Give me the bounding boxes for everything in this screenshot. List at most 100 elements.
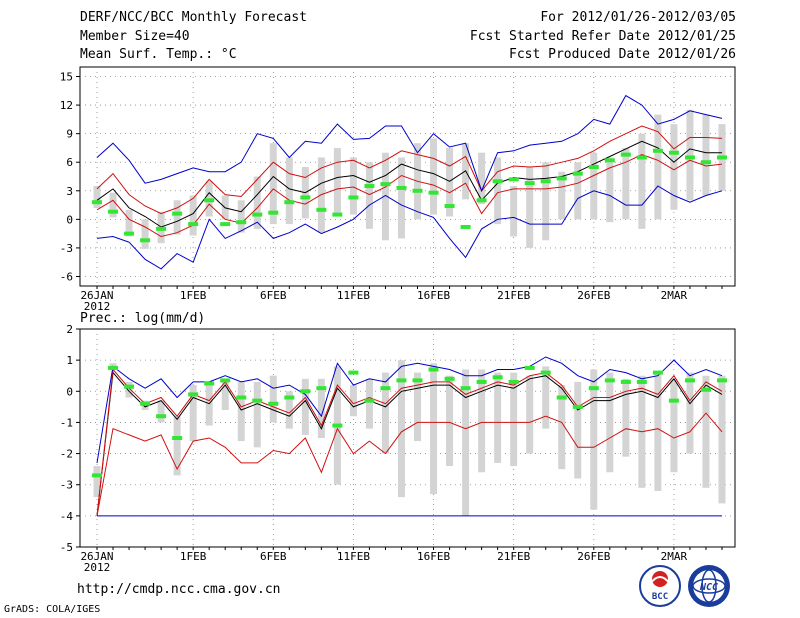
series-line-maximum bbox=[96, 356, 723, 463]
median-marker bbox=[428, 367, 439, 372]
series-line-lower-inner bbox=[96, 154, 723, 238]
median-marker bbox=[508, 177, 519, 182]
median-marker bbox=[717, 378, 727, 383]
x-tick-label: 21FEB bbox=[497, 550, 530, 563]
ensemble-box bbox=[269, 375, 277, 423]
x-tick-label: 6FEB bbox=[260, 550, 287, 563]
bcc-logo-text: BCC bbox=[652, 592, 668, 602]
median-marker bbox=[348, 370, 359, 375]
median-marker bbox=[380, 386, 391, 391]
y-tick-label: 12 bbox=[60, 99, 73, 112]
median-marker bbox=[92, 200, 102, 205]
ensemble-box bbox=[510, 372, 518, 467]
y-tick-label: 9 bbox=[66, 128, 73, 141]
median-marker bbox=[332, 423, 343, 428]
ensemble-box bbox=[381, 152, 389, 241]
x-tick-label: 16FEB bbox=[417, 550, 450, 563]
ensemble-box bbox=[606, 157, 614, 223]
y-tick-label: -4 bbox=[60, 510, 74, 523]
x-tick-label: 11FEB bbox=[337, 550, 370, 563]
median-marker bbox=[332, 212, 343, 217]
ensemble-box bbox=[173, 416, 181, 476]
median-marker bbox=[588, 164, 599, 169]
y-tick-label: -2 bbox=[60, 448, 73, 461]
y-tick-label: -6 bbox=[60, 270, 73, 283]
median-marker bbox=[396, 185, 407, 190]
median-marker bbox=[476, 379, 487, 384]
median-marker bbox=[556, 176, 567, 181]
ensemble-box bbox=[558, 385, 566, 470]
y-tick-label: 2 bbox=[66, 323, 73, 336]
ensemble-box bbox=[141, 219, 149, 249]
median-marker bbox=[717, 155, 727, 160]
ensemble-box bbox=[654, 372, 662, 491]
ensemble-box bbox=[494, 372, 502, 463]
ensemble-box bbox=[414, 372, 422, 442]
median-marker bbox=[236, 395, 247, 400]
median-marker bbox=[108, 365, 119, 370]
median-marker bbox=[460, 224, 471, 229]
series-line-maximum bbox=[96, 94, 723, 193]
median-marker bbox=[348, 195, 359, 200]
x-tick-label: 6FEB bbox=[260, 289, 287, 302]
median-marker bbox=[700, 160, 711, 165]
grads-credit: GrADS: COLA/IGES bbox=[4, 604, 101, 615]
ensemble-box bbox=[574, 381, 582, 479]
ensemble-box bbox=[510, 186, 518, 237]
x-year-label: 2012 bbox=[84, 300, 111, 313]
y-tick-label: -3 bbox=[60, 242, 73, 255]
ensemble-box bbox=[654, 114, 662, 220]
median-marker bbox=[124, 231, 135, 236]
ensemble-box bbox=[606, 372, 614, 473]
ensemble-box bbox=[478, 369, 486, 473]
median-marker bbox=[668, 150, 679, 155]
x-tick-label: 2MAR bbox=[661, 550, 688, 563]
ensemble-box bbox=[622, 378, 630, 457]
ensemble-box bbox=[365, 162, 373, 229]
median-marker bbox=[572, 171, 583, 176]
panel-title: Prec.: log(mm/d) bbox=[80, 311, 205, 326]
median-marker bbox=[172, 211, 183, 216]
median-marker bbox=[140, 238, 151, 243]
ensemble-box bbox=[237, 200, 245, 233]
median-marker bbox=[668, 398, 679, 403]
ncc-logo: NCC bbox=[688, 565, 730, 607]
median-marker bbox=[700, 387, 711, 392]
y-tick-label: 6 bbox=[66, 156, 73, 169]
ensemble-box bbox=[430, 138, 438, 215]
median-marker bbox=[492, 179, 503, 184]
ensemble-box bbox=[430, 363, 438, 495]
ensemble-box bbox=[526, 375, 534, 454]
ensemble-box bbox=[109, 192, 117, 218]
ensemble-box bbox=[221, 378, 229, 410]
x-tick-label: 11FEB bbox=[337, 289, 370, 302]
ensemble-box bbox=[125, 209, 133, 237]
median-marker bbox=[284, 200, 295, 205]
median-marker bbox=[316, 207, 327, 212]
ensemble-box bbox=[702, 375, 710, 488]
x-tick-label: 2MAR bbox=[661, 289, 688, 302]
logos: BCC NCC bbox=[639, 565, 730, 607]
median-marker bbox=[188, 392, 199, 397]
ensemble-box bbox=[157, 400, 165, 423]
median-marker bbox=[540, 179, 551, 184]
median-marker bbox=[156, 226, 167, 231]
ensemble-box bbox=[574, 162, 582, 220]
median-marker bbox=[524, 365, 535, 370]
ensemble-box bbox=[333, 147, 341, 216]
median-marker bbox=[604, 378, 615, 383]
median-marker bbox=[444, 204, 455, 209]
median-marker bbox=[140, 401, 151, 406]
ensemble-box bbox=[446, 147, 454, 217]
ensemble-box bbox=[237, 381, 245, 442]
ensemble-box bbox=[269, 143, 277, 225]
source-url[interactable]: http://cmdp.ncc.cma.gov.cn bbox=[77, 582, 281, 597]
median-marker bbox=[252, 212, 263, 217]
x-tick-label: 1FEB bbox=[180, 550, 207, 563]
ensemble-box bbox=[253, 381, 261, 448]
ensemble-box bbox=[590, 369, 598, 510]
ncc-logo-text: NCC bbox=[699, 582, 718, 593]
median-marker bbox=[220, 378, 231, 383]
ensemble-box bbox=[558, 171, 566, 220]
